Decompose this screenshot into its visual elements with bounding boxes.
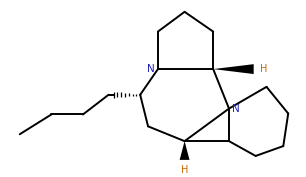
Text: H: H [259, 64, 267, 74]
Text: N: N [232, 104, 240, 114]
Text: H: H [181, 165, 188, 175]
Polygon shape [180, 141, 189, 160]
Text: N: N [147, 64, 155, 74]
Polygon shape [213, 64, 254, 74]
